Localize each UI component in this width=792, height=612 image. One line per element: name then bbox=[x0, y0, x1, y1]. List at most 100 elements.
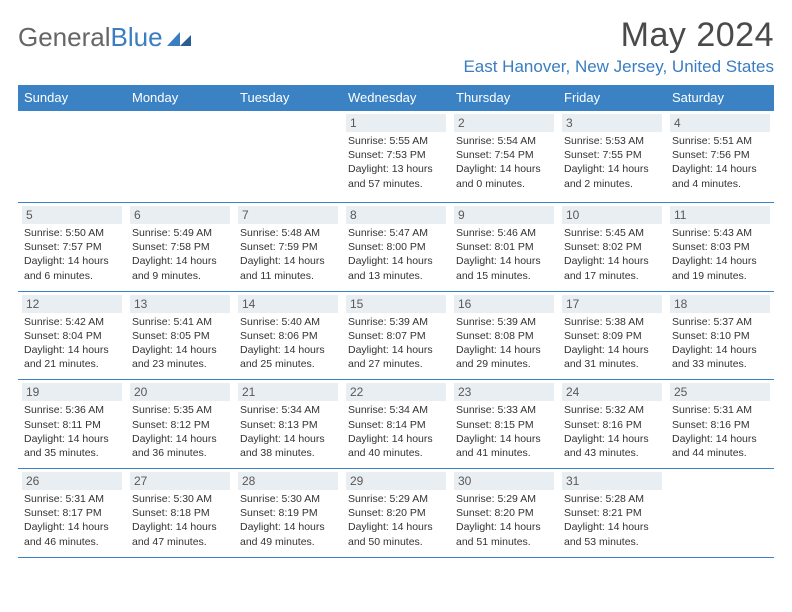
day-info: Sunrise: 5:29 AMSunset: 8:20 PMDaylight:… bbox=[454, 492, 554, 549]
sunset-value: 8:02 PM bbox=[603, 241, 642, 253]
sunset-line: Sunset: 8:20 PM bbox=[348, 506, 444, 520]
daylight-label: Daylight: bbox=[672, 163, 713, 175]
sunset-label: Sunset: bbox=[564, 149, 600, 161]
sunset-value: 8:06 PM bbox=[279, 330, 318, 342]
day-info: Sunrise: 5:40 AMSunset: 8:06 PMDaylight:… bbox=[238, 315, 338, 372]
daylight-label: Daylight: bbox=[456, 344, 497, 356]
sunrise-label: Sunrise: bbox=[348, 493, 387, 505]
daylight-line: Daylight: 14 hours and 15 minutes. bbox=[456, 254, 552, 282]
calendar-day-cell: 21Sunrise: 5:34 AMSunset: 8:13 PMDayligh… bbox=[234, 380, 342, 469]
calendar-day-cell: 23 Sunrise: 5:33 AMSunset: 8:15 PMDayligh… bbox=[450, 380, 558, 469]
daylight-label: Daylight: bbox=[456, 433, 497, 445]
sunset-label: Sunset: bbox=[456, 241, 492, 253]
sunrise-label: Sunrise: bbox=[672, 404, 711, 416]
sunset-label: Sunset: bbox=[24, 241, 60, 253]
daylight-label: Daylight: bbox=[24, 521, 65, 533]
sunset-label: Sunset: bbox=[132, 241, 168, 253]
sunrise-line: Sunrise: 5:47 AM bbox=[348, 226, 444, 240]
sunrise-value: 5:39 AM bbox=[497, 316, 536, 328]
sunrise-label: Sunrise: bbox=[456, 135, 495, 147]
calendar-day-cell: 15Sunrise: 5:39 AMSunset: 8:07 PMDayligh… bbox=[342, 291, 450, 380]
day-info: Sunrise: 5:34 AMSunset: 8:14 PMDaylight:… bbox=[346, 403, 446, 460]
sunset-label: Sunset: bbox=[348, 507, 384, 519]
month-title: May 2024 bbox=[463, 16, 774, 55]
daylight-line: Daylight: 14 hours and 6 minutes. bbox=[24, 254, 120, 282]
weekday-header: Wednesday bbox=[342, 85, 450, 111]
sunset-value: 8:00 PM bbox=[387, 241, 426, 253]
sunrise-line: Sunrise: 5:38 AM bbox=[564, 315, 660, 329]
daylight-line: Daylight: 14 hours and 51 minutes. bbox=[456, 520, 552, 548]
daylight-line: Daylight: 14 hours and 36 minutes. bbox=[132, 432, 228, 460]
daylight-line: Daylight: 14 hours and 31 minutes. bbox=[564, 343, 660, 371]
day-number: 9 bbox=[454, 206, 554, 224]
sunrise-line: Sunrise: 5:33 AM bbox=[456, 403, 552, 417]
sunrise-value: 5:47 AM bbox=[389, 227, 428, 239]
daylight-label: Daylight: bbox=[456, 255, 497, 267]
sunrise-label: Sunrise: bbox=[132, 404, 171, 416]
calendar-day-cell: 22 Sunrise: 5:34 AMSunset: 8:14 PMDayligh… bbox=[342, 380, 450, 469]
sunrise-label: Sunrise: bbox=[24, 404, 63, 416]
day-number: 24 bbox=[562, 383, 662, 401]
daylight-label: Daylight: bbox=[564, 255, 605, 267]
daylight-label: Daylight: bbox=[240, 255, 281, 267]
calendar-day-cell: 2Sunrise: 5:54 AMSunset: 7:54 PMDaylight… bbox=[450, 111, 558, 203]
day-number: 26 bbox=[22, 472, 122, 490]
sunrise-value: 5:36 AM bbox=[65, 404, 104, 416]
daylight-line: Daylight: 13 hours and 57 minutes. bbox=[348, 162, 444, 190]
day-number: 13 bbox=[130, 295, 230, 313]
calendar-day-cell: 8Sunrise: 5:47 AMSunset: 8:00 PMDaylight… bbox=[342, 203, 450, 292]
sunset-line: Sunset: 8:15 PM bbox=[456, 418, 552, 432]
day-info: Sunrise: 5:47 AMSunset: 8:00 PMDaylight:… bbox=[346, 226, 446, 283]
day-info: Sunrise: 5:37 AMSunset: 8:10 PMDaylight:… bbox=[670, 315, 770, 372]
daylight-line: Daylight: 14 hours and 35 minutes. bbox=[24, 432, 120, 460]
day-number: 23 bbox=[454, 383, 554, 401]
sunset-line: Sunset: 8:11 PM bbox=[24, 418, 120, 432]
sunset-label: Sunset: bbox=[456, 149, 492, 161]
sunrise-label: Sunrise: bbox=[132, 227, 171, 239]
brand-logo: GeneralBlue bbox=[18, 16, 193, 53]
calendar-day-cell: 18Sunrise: 5:37 AMSunset: 8:10 PMDayligh… bbox=[666, 291, 774, 380]
sunset-label: Sunset: bbox=[348, 419, 384, 431]
sunrise-line: Sunrise: 5:31 AM bbox=[672, 403, 768, 417]
daylight-label: Daylight: bbox=[240, 344, 281, 356]
sunset-label: Sunset: bbox=[672, 419, 708, 431]
sunrise-value: 5:54 AM bbox=[497, 135, 536, 147]
logo-mark-icon bbox=[167, 22, 193, 53]
daylight-label: Daylight: bbox=[132, 433, 173, 445]
weekday-header: Saturday bbox=[666, 85, 774, 111]
day-info: Sunrise: 5:45 AMSunset: 8:02 PMDaylight:… bbox=[562, 226, 662, 283]
calendar-day-cell: 16Sunrise: 5:39 AMSunset: 8:08 PMDayligh… bbox=[450, 291, 558, 380]
sunrise-value: 5:55 AM bbox=[389, 135, 428, 147]
sunset-value: 8:17 PM bbox=[63, 507, 102, 519]
daylight-label: Daylight: bbox=[132, 255, 173, 267]
day-info: Sunrise: 5:50 AMSunset: 7:57 PMDaylight:… bbox=[22, 226, 122, 283]
day-info: Sunrise: 5:42 AMSunset: 8:04 PMDaylight:… bbox=[22, 315, 122, 372]
day-info: Sunrise: 5:31 AMSunset: 8:17 PMDaylight:… bbox=[22, 492, 122, 549]
sunset-value: 7:57 PM bbox=[63, 241, 102, 253]
sunrise-line: Sunrise: 5:29 AM bbox=[456, 492, 552, 506]
calendar-day-cell: 4Sunrise: 5:51 AMSunset: 7:56 PMDaylight… bbox=[666, 111, 774, 203]
calendar-week-row: 5Sunrise: 5:50 AMSunset: 7:57 PMDaylight… bbox=[18, 203, 774, 292]
sunrise-value: 5:48 AM bbox=[281, 227, 320, 239]
day-info: Sunrise: 5:39 AMSunset: 8:08 PMDaylight:… bbox=[454, 315, 554, 372]
calendar-day-cell: 6Sunrise: 5:49 AMSunset: 7:58 PMDaylight… bbox=[126, 203, 234, 292]
sunrise-label: Sunrise: bbox=[672, 135, 711, 147]
sunrise-line: Sunrise: 5:45 AM bbox=[564, 226, 660, 240]
sunrise-line: Sunrise: 5:49 AM bbox=[132, 226, 228, 240]
sunrise-label: Sunrise: bbox=[348, 404, 387, 416]
sunset-value: 8:15 PM bbox=[495, 419, 534, 431]
daylight-line: Daylight: 14 hours and 49 minutes. bbox=[240, 520, 336, 548]
daylight-line: Daylight: 14 hours and 17 minutes. bbox=[564, 254, 660, 282]
sunrise-label: Sunrise: bbox=[564, 493, 603, 505]
daylight-label: Daylight: bbox=[564, 163, 605, 175]
sunrise-line: Sunrise: 5:36 AM bbox=[24, 403, 120, 417]
sunrise-label: Sunrise: bbox=[564, 227, 603, 239]
sunset-value: 8:11 PM bbox=[63, 419, 101, 431]
sunset-value: 8:12 PM bbox=[171, 419, 210, 431]
sunset-value: 7:58 PM bbox=[171, 241, 210, 253]
day-number: 7 bbox=[238, 206, 338, 224]
sunset-line: Sunset: 8:08 PM bbox=[456, 329, 552, 343]
day-number: 22 bbox=[346, 383, 446, 401]
sunset-label: Sunset: bbox=[240, 507, 276, 519]
sunrise-line: Sunrise: 5:46 AM bbox=[456, 226, 552, 240]
